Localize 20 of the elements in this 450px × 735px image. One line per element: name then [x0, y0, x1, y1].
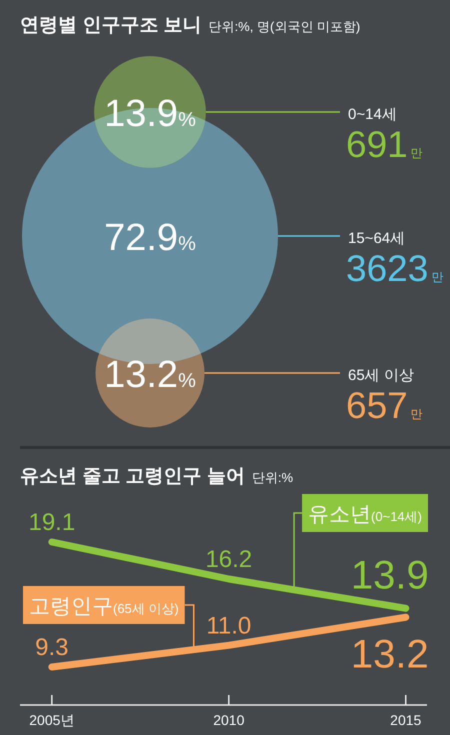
category-label: 65세 이상 — [348, 367, 414, 384]
x-tick-label: 2010 — [213, 712, 245, 728]
x-tick-label: 2005년 — [29, 712, 74, 728]
chart-subtitle: 단위:% — [252, 470, 294, 485]
series-label: 고령인구(65세 이상) — [29, 595, 179, 618]
data-label: 11.0 — [206, 612, 252, 640]
data-label: 13.9 — [350, 553, 429, 598]
data-label: 72.9% — [104, 217, 196, 259]
category-label: 0~14세 — [348, 106, 397, 123]
data-label: 13.2% — [104, 354, 196, 396]
text: 유소년(0~14세) — [308, 503, 422, 526]
data-label: 9.3 — [35, 634, 69, 661]
data-label: 13.2 — [350, 632, 429, 676]
x-tick-label: 2015 — [390, 712, 422, 728]
chart-title: 유소년 줄고 고령인구 늘어 — [20, 466, 245, 487]
category-label: 15~64세 — [348, 230, 406, 247]
text: 단위:%, 명(외국인 미포함) — [208, 19, 360, 34]
data-label: 19.1 — [28, 509, 76, 536]
text: 연령별 인구구조 보니 — [20, 15, 202, 36]
data-label: 16.2 — [205, 546, 252, 573]
